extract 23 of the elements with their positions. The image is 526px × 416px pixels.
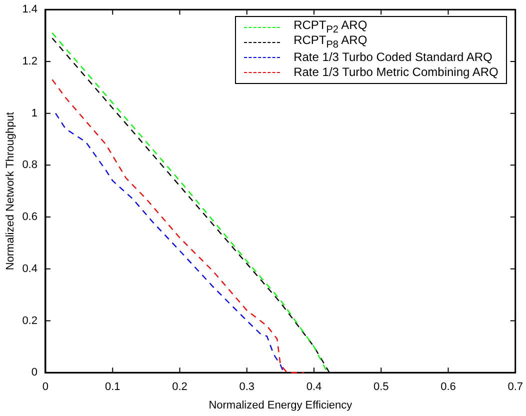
y-tick-label: 0.4 <box>22 262 38 275</box>
x-tick-label: 0.7 <box>508 381 524 394</box>
x-axis-title: Normalized Energy Efficiency <box>208 399 353 412</box>
x-tick-label: 0.5 <box>373 381 389 394</box>
x-tick-label: 0.3 <box>239 381 255 394</box>
y-tick-label: 1 <box>31 107 38 120</box>
x-tick-label: 0 <box>42 381 49 394</box>
legend-label: RCPT$_{P8}$ ARQ <box>294 33 368 51</box>
legend-label: Rate 1/3 Turbo Metric Combining ARQ <box>294 65 498 80</box>
x-tick-label: 0.6 <box>440 381 456 394</box>
x-tick-label: 0.4 <box>306 381 322 394</box>
y-tick-label: 0 <box>31 366 38 379</box>
x-tick-label: 0.1 <box>104 381 120 394</box>
y-tick-label: 0.8 <box>22 159 38 172</box>
legend-label: Rate 1/3 Turbo Coded Standard ARQ <box>294 50 492 64</box>
y-axis-title: Normalized Network Throughput <box>4 112 17 270</box>
line-series <box>52 79 305 374</box>
y-tick-label: 1.4 <box>22 4 38 16</box>
x-tick-label: 0.2 <box>172 381 188 394</box>
y-tick-label: 1.2 <box>22 55 38 68</box>
y-tick-label: 0.6 <box>22 211 38 224</box>
legend-label: RCPT$_{P2}$ ARQ <box>294 18 368 36</box>
y-tick-label: 0.2 <box>22 314 38 327</box>
